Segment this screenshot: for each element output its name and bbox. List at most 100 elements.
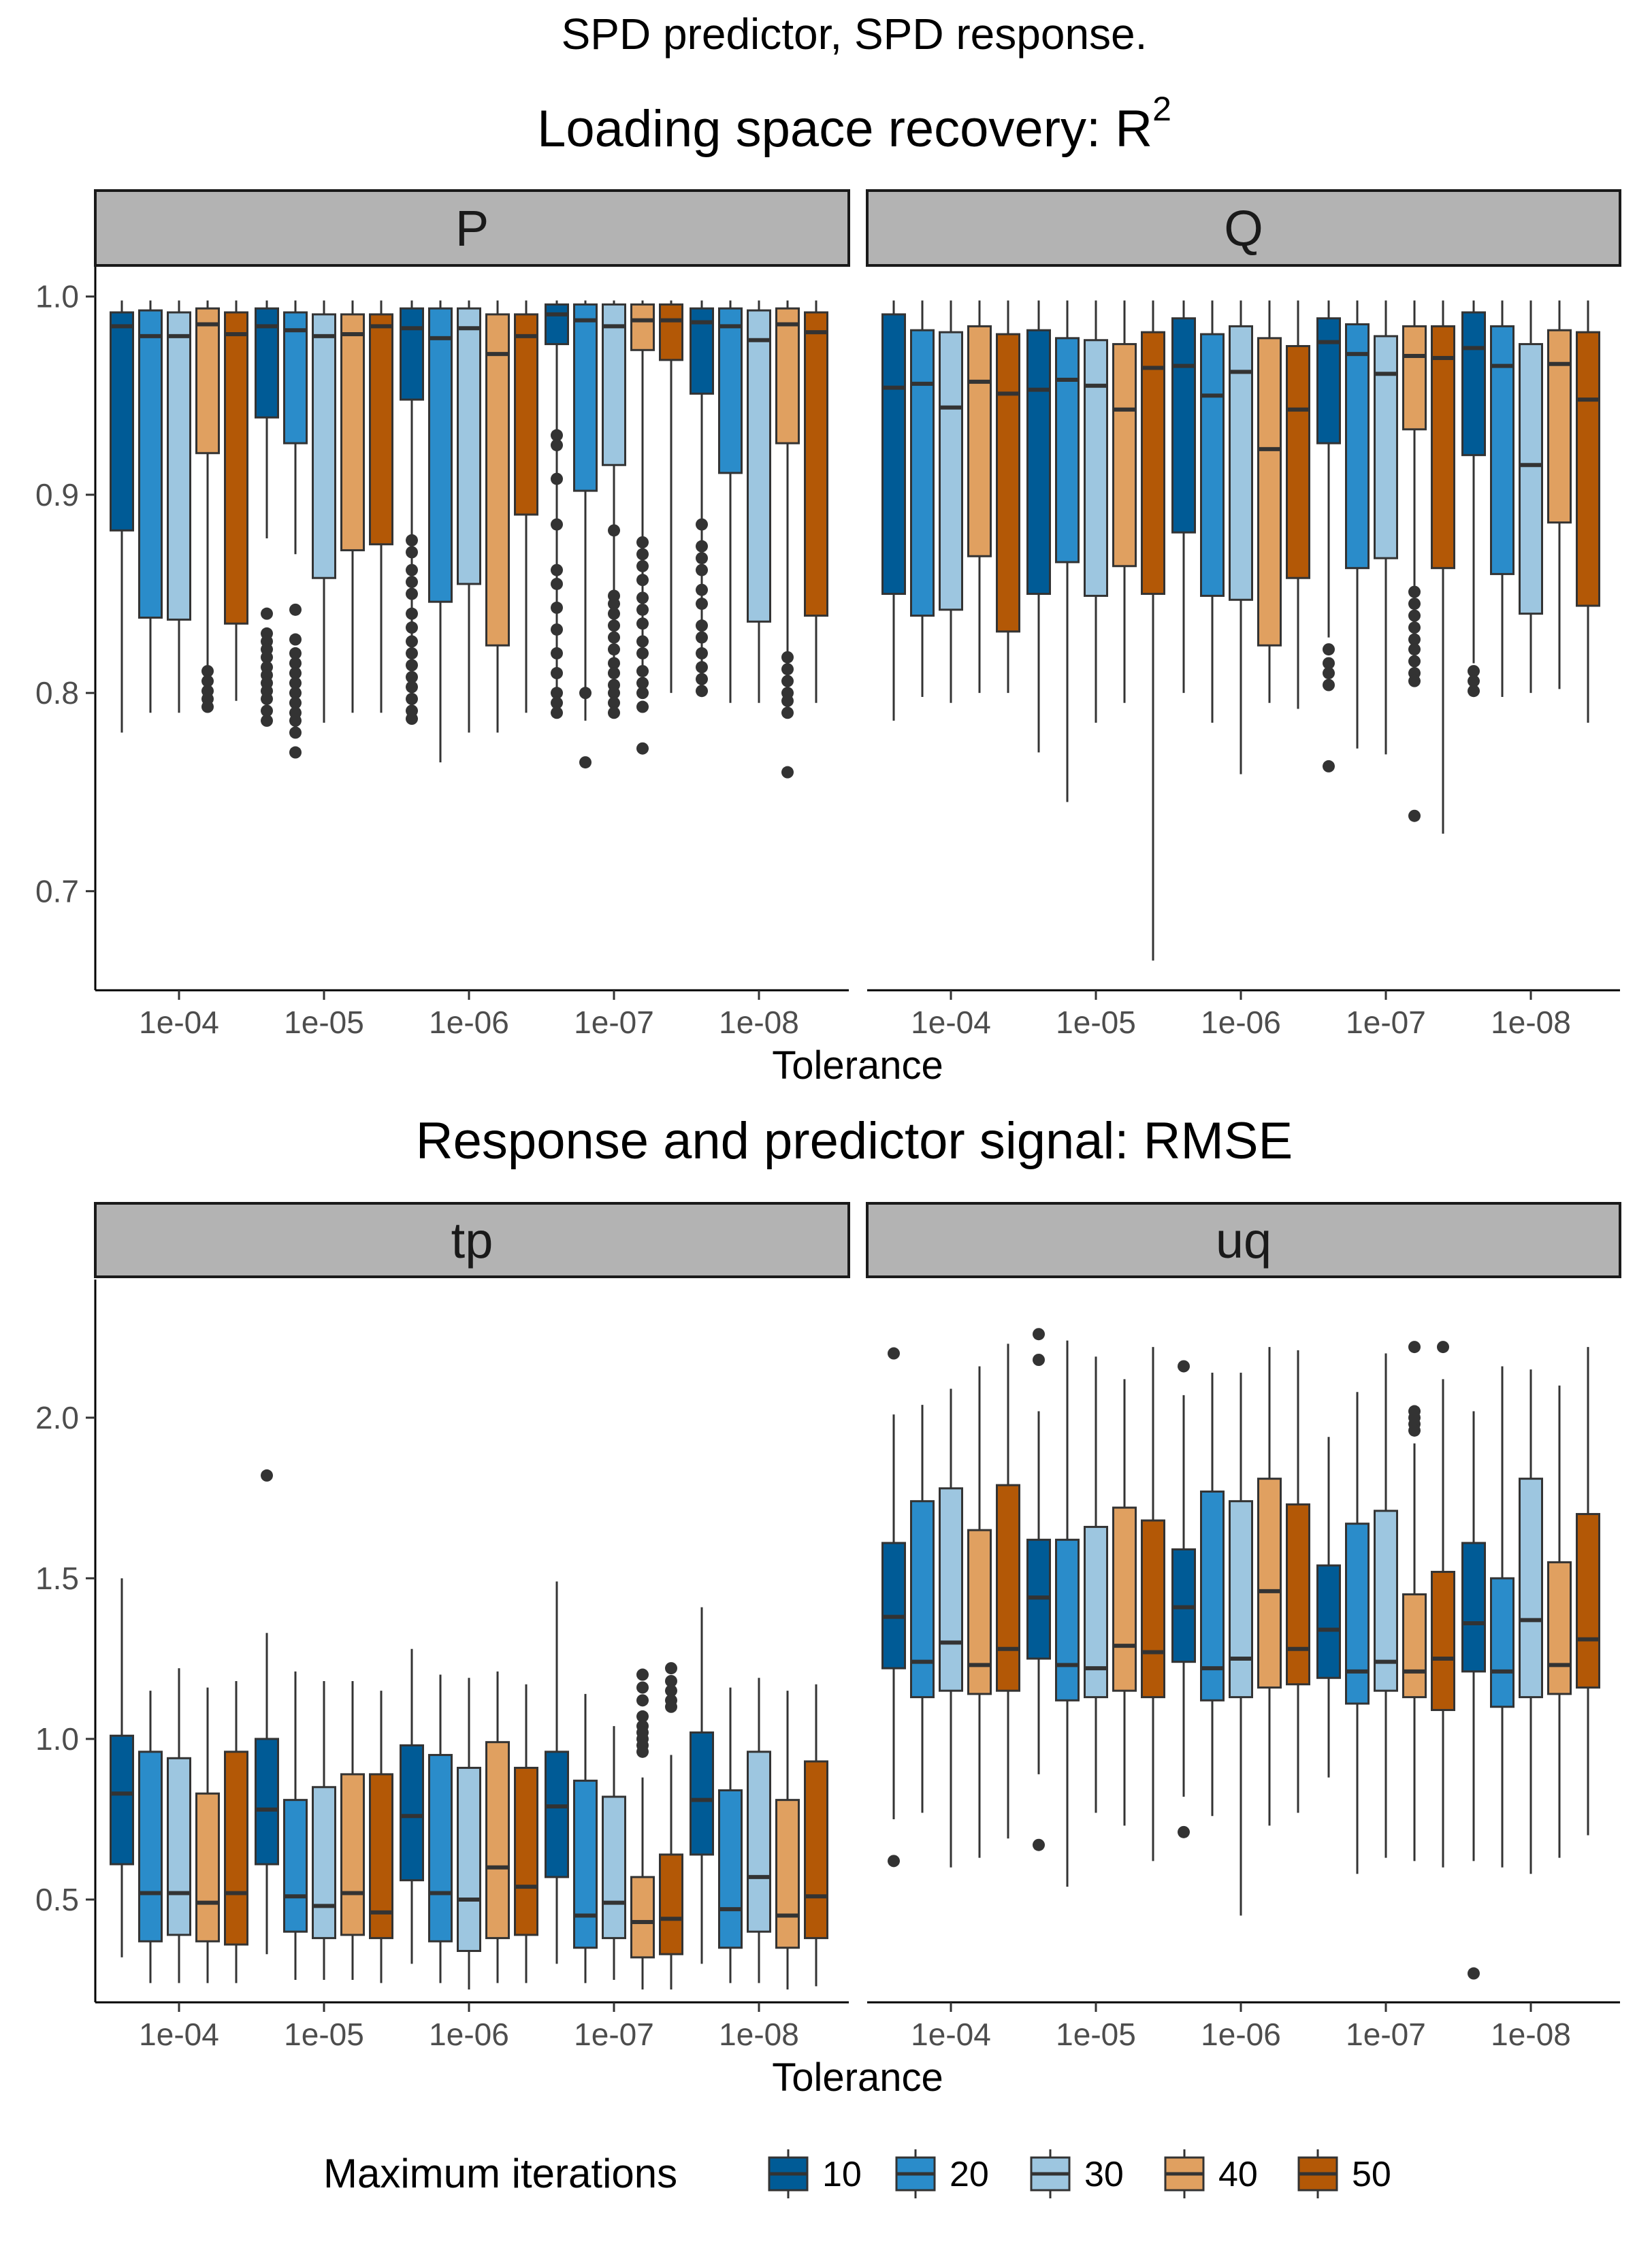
box-uq-1e-04-50 <box>996 1344 1020 1839</box>
box-P-1e-06-30 <box>457 300 481 733</box>
box-body <box>630 1876 655 1959</box>
outlier-point <box>781 674 794 687</box>
box-body <box>369 313 393 546</box>
outlier-point <box>551 706 563 719</box>
outlier-point <box>696 631 708 644</box>
box-uq-1e-04-20 <box>910 1405 935 1813</box>
box-body <box>1431 325 1455 570</box>
box-P-1e-05-10 <box>255 300 279 727</box>
outlier-point <box>1408 674 1421 687</box>
outlier-point <box>636 687 649 700</box>
box-body <box>1084 339 1108 597</box>
outlier-point <box>636 1694 649 1707</box>
x-tick-label: 1e-08 <box>1491 2017 1571 2052</box>
box-body <box>1490 325 1515 575</box>
box-body <box>514 1766 538 1936</box>
box-P-1e-07-20 <box>573 300 598 769</box>
box-body <box>1345 323 1370 570</box>
outlier-point <box>636 1681 649 1694</box>
box-body <box>195 307 220 455</box>
box-body <box>1286 344 1310 579</box>
x-tick-label: 1e-05 <box>1056 1005 1136 1040</box>
box-body <box>1112 1506 1137 1692</box>
outlier-point <box>289 696 302 709</box>
box-tp-1e-06-10 <box>400 1648 424 1964</box>
outlier-point <box>636 1745 649 1758</box>
box-tp-1e-08-10 <box>690 1607 714 1964</box>
outlier-point <box>1408 633 1421 646</box>
box-body <box>1112 343 1137 568</box>
outlier-point <box>261 714 273 727</box>
outlier-point <box>636 559 649 572</box>
outlier-point <box>1323 667 1335 680</box>
box-body <box>400 1744 424 1882</box>
outlier-point <box>636 635 649 648</box>
outlier-point <box>696 619 708 632</box>
outlier-point <box>665 1662 677 1675</box>
box-tp-1e-07-30 <box>602 1726 626 1980</box>
box-body <box>428 1754 453 1942</box>
outlier-point <box>636 536 649 549</box>
box-P-1e-05-30 <box>312 300 336 723</box>
box-body <box>659 303 683 361</box>
box-P-1e-08-30 <box>747 300 771 703</box>
outlier-point <box>608 667 620 680</box>
box-tp-1e-04-10 <box>110 1578 134 1957</box>
box-body <box>1055 337 1080 564</box>
y-tick-label: 1.0 <box>35 1721 79 1757</box>
box-Q-1e-06-40 <box>1257 300 1282 703</box>
x-tick-label: 1e-04 <box>911 1005 991 1040</box>
box-body <box>514 313 538 516</box>
outlier-point <box>696 564 708 576</box>
box-Q-1e-07-20 <box>1345 300 1370 749</box>
box-body <box>224 311 248 625</box>
box-Q-1e-05-50 <box>1141 300 1165 961</box>
box-body <box>1345 1523 1370 1705</box>
outlier-point <box>636 574 649 587</box>
box-body <box>195 1792 220 1942</box>
outlier-point <box>888 1855 900 1868</box>
box-body <box>1490 1577 1515 1708</box>
x-tick-label: 1e-05 <box>284 1005 364 1040</box>
box-tp-1e-07-10 <box>545 1581 569 1964</box>
outlier-point <box>608 598 620 611</box>
box-tp-1e-06-40 <box>485 1671 510 1983</box>
box-body <box>1576 1513 1600 1689</box>
outlier-point <box>1323 643 1335 656</box>
box-tp-1e-08-30 <box>747 1678 771 1983</box>
facet-strip-label-Q: Q <box>1224 200 1263 257</box>
outlier-point <box>551 518 563 531</box>
box-uq-1e-06-40 <box>1257 1347 1282 1826</box>
box-body <box>457 1766 481 1952</box>
box-uq-1e-04-30 <box>939 1388 963 1868</box>
outlier-point <box>261 704 273 717</box>
outlier-point <box>636 700 649 713</box>
box-body <box>747 309 771 623</box>
box-Q-1e-04-10 <box>881 300 906 721</box>
outlier-point <box>201 700 214 713</box>
box-body <box>910 329 935 617</box>
box-tp-1e-06-50 <box>514 1684 538 1983</box>
box-tp-1e-05-40 <box>340 1681 365 1980</box>
box-uq-1e-07-40 <box>1402 1341 1427 1861</box>
box-body <box>457 307 481 585</box>
box-uq-1e-07-50 <box>1431 1341 1455 1868</box>
box-Q-1e-06-50 <box>1286 300 1310 709</box>
outlier-point <box>1408 1424 1421 1437</box>
outlier-point <box>551 577 563 590</box>
box-uq-1e-04-40 <box>967 1366 992 1858</box>
box-P-1e-08-10 <box>690 300 714 698</box>
outlier-point <box>1468 665 1480 678</box>
y-tick-label: 0.8 <box>35 675 79 711</box>
box-P-1e-04-40 <box>195 300 220 713</box>
box-uq-1e-07-30 <box>1374 1353 1398 1858</box>
outlier-point <box>608 619 620 632</box>
box-body <box>967 325 992 557</box>
outlier-point <box>696 672 708 685</box>
legend-label-30: 30 <box>1084 2155 1124 2194</box>
legend-item-10: 10 <box>768 2149 862 2198</box>
x-tick-label: 1e-07 <box>1346 2017 1426 2052</box>
outlier-point <box>636 665 649 678</box>
main-title: SPD predictor, SPD response. <box>562 10 1148 59</box>
